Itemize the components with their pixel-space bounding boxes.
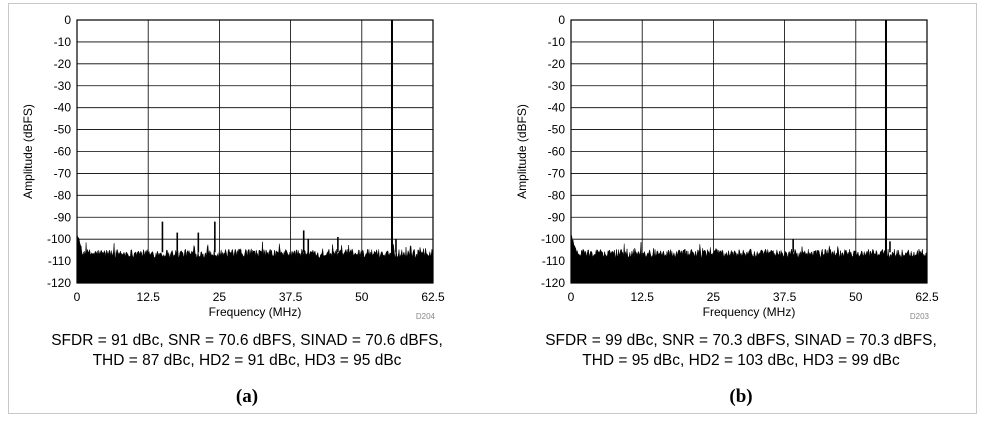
x-axis-label: Frequency (MHz): [703, 305, 796, 319]
panel-label-a: (a): [235, 386, 259, 407]
metrics-line-1: SFDR = 91 dBc, SNR = 70.6 dBFS, SINAD = …: [51, 332, 443, 349]
y-tick-label: -40: [548, 101, 566, 115]
y-tick-label: -10: [548, 35, 566, 49]
x-tick-label: 37.5: [279, 290, 303, 304]
figure-code: D204: [416, 312, 436, 320]
x-tick-label: 12.5: [631, 290, 655, 304]
x-tick-label: 62.5: [915, 290, 939, 304]
y-tick-label: -30: [54, 79, 72, 93]
y-tick-label: 0: [64, 13, 71, 27]
noise-floor: [76, 234, 434, 284]
y-axis-label: Amplitude (dBFS): [21, 104, 35, 199]
spectrum-chart-b: 0 -10 -20 -30 -40 -50 -60 -70 -80 -90 -100 -110 -120…: [515, 13, 939, 320]
x-tick-label: 25: [213, 290, 227, 304]
metrics-line-2: THD = 87 dBc, HD2 = 91 dBc, HD3 = 95 dBc: [92, 352, 402, 369]
y-tick-label: -30: [548, 79, 566, 93]
noise-floor: [570, 233, 928, 284]
y-tick-label: -80: [548, 188, 566, 202]
y-tick-label: -60: [548, 145, 566, 159]
y-tick-label: -50: [548, 123, 566, 137]
metrics-line-1: SFDR = 99 dBc, SNR = 70.3 dBFS, SINAD = …: [545, 332, 937, 349]
x-tick-label: 50: [849, 290, 863, 304]
metrics-b: SFDR = 99 dBc, SNR = 70.3 dBFS, SINAD = …: [494, 331, 986, 371]
y-tick-label: -70: [54, 166, 72, 180]
y-tick-label: -110: [542, 254, 565, 268]
metrics-line-2: THD = 95 dBc, HD2 = 103 dBc, HD3 = 99 dB…: [582, 352, 900, 369]
y-tick-label: -120: [541, 276, 565, 290]
y-tick-label: -100: [541, 232, 565, 246]
y-tick-label: 0: [558, 13, 565, 27]
y-tick-label: -20: [548, 57, 566, 71]
x-tick-label: 12.5: [137, 290, 161, 304]
x-axis-label: Frequency (MHz): [209, 305, 302, 319]
figure-code: D203: [910, 312, 930, 320]
panel-b: 0 -10 -20 -30 -40 -50 -60 -70 -80 -90 -100 -110 -120…: [494, 0, 986, 428]
x-tick-label: 25: [707, 290, 721, 304]
y-tick-label: -20: [54, 57, 72, 71]
y-tick-label: -60: [54, 145, 72, 159]
x-tick-label: 50: [355, 290, 369, 304]
x-tick-label: 62.5: [421, 290, 445, 304]
y-tick-label: -90: [54, 210, 72, 224]
y-tick-label: -80: [54, 188, 72, 202]
y-tick-label: -40: [54, 101, 72, 115]
panel-label-b: (b): [729, 386, 753, 407]
x-tick-label: 0: [568, 290, 575, 304]
y-tick-label: -70: [548, 166, 566, 180]
y-tick-label: -120: [47, 276, 71, 290]
spectrum-chart-a: 0 -10 -20 -30 -40 -50 -60 -70 -80 -90 -100 -110 -120…: [21, 13, 445, 320]
x-tick-label: 0: [74, 290, 81, 304]
plot-border: [76, 19, 434, 284]
y-tick-label: -110: [48, 254, 71, 268]
y-axis-label: Amplitude (dBFS): [515, 104, 529, 199]
y-tick-label: -90: [548, 210, 566, 224]
plot-border: [570, 19, 928, 284]
x-tick-label: 37.5: [773, 290, 797, 304]
y-tick-label: -50: [54, 123, 72, 137]
panel-a: 0 -10 -20 -30 -40 -50 -60 -70 -80 -90 -100 -110 -120…: [0, 13, 494, 407]
metrics-a: SFDR = 91 dBc, SNR = 70.6 dBFS, SINAD = …: [0, 331, 494, 371]
y-tick-label: -10: [54, 35, 72, 49]
y-tick-label: -100: [47, 232, 71, 246]
